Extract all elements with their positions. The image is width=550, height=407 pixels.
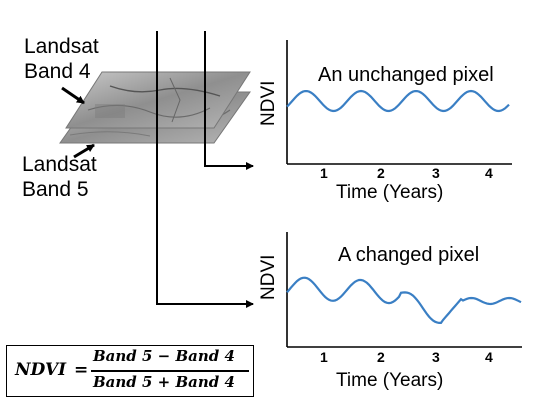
band4-label-line1: Landsat [24, 35, 99, 58]
ndvi-formula-box: NDVI = Band 5 − Band 4 Band 5 + Band 4 [6, 345, 254, 397]
formula-lhs: NDVI [15, 360, 67, 380]
bottom-chart-xlabel: Time (Years) [336, 370, 444, 391]
top-ndvi-series-line [286, 89, 510, 113]
bottom-x-tick-1: 1 [320, 349, 328, 365]
top-x-tick-2: 2 [377, 165, 385, 181]
formula-denominator: Band 5 + Band 4 [93, 373, 235, 391]
changed-pixel-connector [156, 31, 254, 308]
bottom-chart-ylabel: NDVI [258, 254, 279, 300]
band5-label-line2: Band 5 [22, 178, 89, 201]
bottom-x-tick-3: 3 [432, 349, 440, 365]
top-x-tick-4: 4 [485, 165, 493, 181]
top-chart-xlabel: Time (Years) [336, 182, 444, 203]
top-chart-ylabel: NDVI [258, 80, 279, 126]
bottom-chart-subtitle: A changed pixel [338, 244, 480, 266]
top-x-tick-1: 1 [320, 165, 328, 181]
top-chart-subtitle: An unchanged pixel [318, 64, 494, 86]
top-x-tick-3: 3 [432, 165, 440, 181]
band4-label-line2: Band 4 [24, 60, 91, 83]
band4-label: Landsat Band 4 [24, 34, 99, 84]
bottom-x-tick-4: 4 [485, 349, 493, 365]
band5-pointer-arrow [73, 143, 95, 159]
unchanged-pixel-connector [204, 31, 254, 170]
formula-numerator: Band 5 − Band 4 [93, 347, 235, 365]
bottom-ndvi-series-line [286, 276, 522, 324]
band5-label: Landsat Band 5 [22, 152, 97, 202]
top-chart [286, 40, 512, 165]
band4-pointer-arrow [61, 86, 85, 105]
band5-label-line1: Landsat [22, 153, 97, 176]
bottom-chart [286, 232, 522, 348]
formula-fraction-bar [91, 370, 249, 372]
formula-equals: = [74, 360, 89, 380]
bottom-x-tick-2: 2 [377, 349, 385, 365]
